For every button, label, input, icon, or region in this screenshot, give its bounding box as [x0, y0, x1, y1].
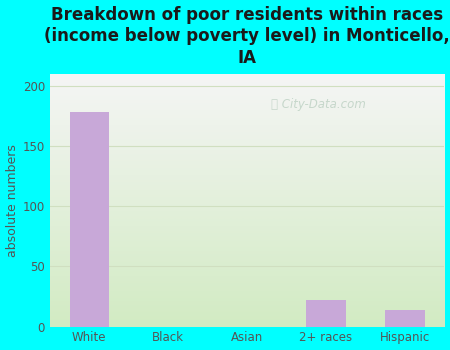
Bar: [306, 300, 346, 327]
Title: Breakdown of poor residents within races
(income below poverty level) in Montice: Breakdown of poor residents within races…: [44, 6, 450, 66]
Text: ⓘ City-Data.com: ⓘ City-Data.com: [271, 98, 365, 111]
Bar: [70, 112, 109, 327]
Bar: [385, 310, 425, 327]
Y-axis label: absolute numbers: absolute numbers: [5, 144, 18, 257]
